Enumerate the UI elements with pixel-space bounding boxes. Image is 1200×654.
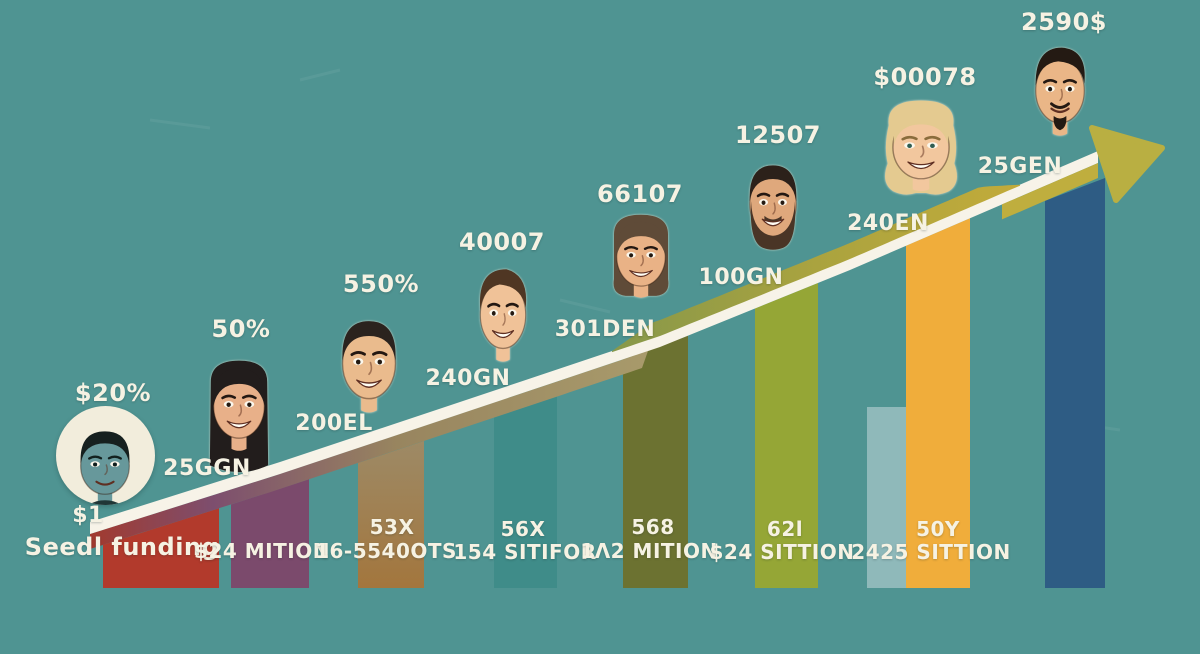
bar-caption-3-line1: 53X [369,515,415,539]
growth-value-7: $00078 [873,63,977,91]
milestone-code-4: 240GN [425,366,511,391]
bar-caption-4-line1: 56X [500,517,546,541]
bar-4 [494,396,557,588]
avatar-frame-circle [56,406,155,505]
milestone-code-2: 25GGN [163,456,251,481]
bar-caption-1: Seedl funding [24,533,220,561]
bar-caption-7-line2: 2425 SITTION [851,540,1011,564]
arrow-band-tail [1002,163,1098,220]
bar-2 [231,479,309,588]
bar-7-orange [906,218,970,588]
growth-value-8: 2590$ [1021,8,1107,36]
growth-value-5: 66107 [597,180,683,208]
bar-caption-3-line2: 16-5540OTS [315,539,457,563]
growth-value-4: 40007 [459,228,545,256]
bar-1-seed [103,508,219,588]
growth-value-3: 550% [342,270,420,298]
milestone-code-8: 25GEN [977,154,1063,179]
growth-value-6: 12507 [735,121,821,149]
bar-caption-7-line1: 50Y [916,517,960,541]
milestone-code-7: 240EN [847,211,929,236]
avatar-person-3 [320,301,418,439]
avatar-person-4 [461,255,545,387]
arrow-band-white [90,151,1098,534]
bar-8 [1045,178,1105,588]
arrow-head-icon [1089,125,1165,203]
bar-caption-6-line1: 62l [766,517,804,541]
bar-caption-5-line1: 568 [631,515,675,539]
bar-3 [358,441,424,588]
avatar-person-8 [1015,33,1105,160]
arrow-band-twist [612,184,1020,353]
avatar-person-1 [60,415,150,505]
bar-caption-2: $24 MITION [194,539,330,563]
arrow-band-lower [90,351,648,549]
milestone-code-5: 301DEN [554,317,656,342]
background-texture-mark [149,118,211,130]
growth-value-2: 50% [211,315,271,343]
background-texture-mark [299,68,341,82]
milestone-code-6: 100GN [698,265,784,290]
bar-7-light [867,407,906,588]
background-texture-mark [559,298,611,314]
avatar-person-5 [596,204,686,320]
milestone-code-3: 200EL [295,411,373,436]
bar-6 [755,283,818,588]
bar-caption-6-line2: $24 SITTION [709,540,855,564]
avatar-person-7 [869,91,973,215]
bar-caption-5-line2: 1Ʌ2 MITION [580,539,718,563]
milestone-code-1: $1 [72,503,104,528]
bar-5 [623,335,688,588]
bar-caption-4-line2: 154 SITIFOR [453,540,597,564]
growth-value-1: $20% [74,379,152,407]
avatar-person-6 [730,147,816,273]
avatar-person-2 [192,349,286,475]
